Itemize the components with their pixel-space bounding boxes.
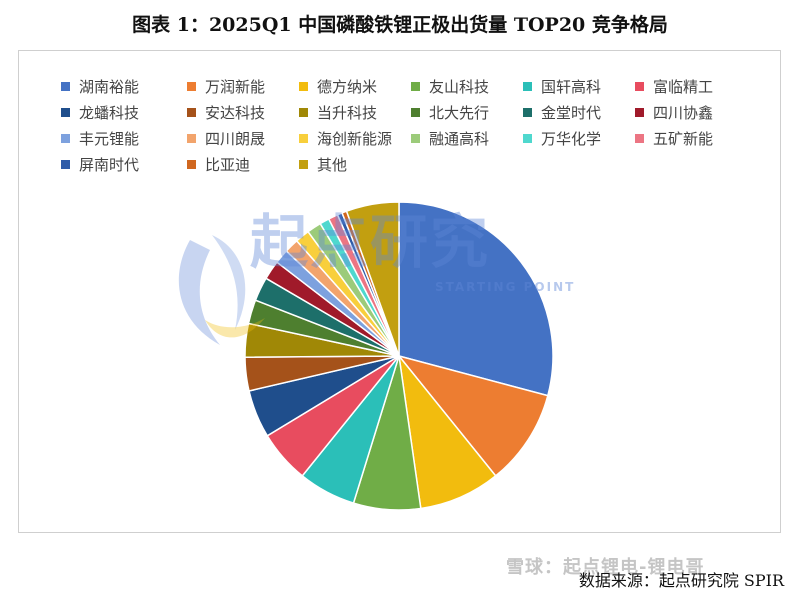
legend-label: 屏南时代 xyxy=(79,155,140,174)
legend-item: 万润新能 xyxy=(187,76,265,96)
legend-swatch xyxy=(635,107,644,117)
legend-item: 四川协鑫 xyxy=(635,102,713,122)
legend-item: 安达科技 xyxy=(187,102,265,122)
legend-swatch xyxy=(299,107,308,117)
legend-label: 龙蟠科技 xyxy=(79,103,140,122)
legend-swatch xyxy=(411,81,420,91)
pie-chart xyxy=(244,201,554,511)
legend-swatch xyxy=(61,159,70,169)
legend-label: 五矿新能 xyxy=(653,129,714,148)
legend-swatch xyxy=(299,133,308,143)
chart-title: 图表 1：2025Q1 中国磷酸铁锂正极出货量 TOP20 竞争格局 xyxy=(132,14,668,36)
legend-item: 融通高科 xyxy=(411,128,489,148)
legend-swatch xyxy=(411,133,420,143)
legend-label: 四川朗晟 xyxy=(205,129,266,148)
legend-item: 五矿新能 xyxy=(635,128,713,148)
legend-item: 当升科技 xyxy=(299,102,377,122)
legend-item: 海创新能源 xyxy=(299,128,392,148)
legend-item: 比亚迪 xyxy=(187,154,250,174)
legend-label: 德方纳米 xyxy=(317,77,378,96)
chart-legend: 湖南裕能 万润新能 德方纳米 友山科技 国轩高科 富临精工龙蟠科技 安达科技 当升科技 北大先行… xyxy=(61,73,761,183)
legend-item: 国轩高科 xyxy=(523,76,601,96)
legend-swatch xyxy=(187,107,196,117)
legend-item: 万华化学 xyxy=(523,128,601,148)
legend-swatch xyxy=(523,107,532,117)
legend-item: 湖南裕能 xyxy=(61,76,139,96)
legend-label: 万华化学 xyxy=(541,129,602,148)
legend-swatch xyxy=(187,159,196,169)
legend-label: 友山科技 xyxy=(429,77,490,96)
legend-swatch xyxy=(523,133,532,143)
pie-slice xyxy=(345,201,400,357)
legend-label: 四川协鑫 xyxy=(653,103,714,122)
legend-label: 万润新能 xyxy=(205,77,266,96)
pie-slice xyxy=(398,201,554,397)
legend-item: 四川朗晟 xyxy=(187,128,265,148)
legend-swatch xyxy=(61,107,70,117)
legend-swatch xyxy=(187,81,196,91)
legend-label: 金堂时代 xyxy=(541,103,602,122)
legend-label: 海创新能源 xyxy=(317,129,393,148)
data-source: 数据来源：起点研究院 SPIR xyxy=(578,571,784,590)
legend-swatch xyxy=(61,133,70,143)
chart-area: 湖南裕能 万润新能 德方纳米 友山科技 国轩高科 富临精工龙蟠科技 安达科技 当升科技 北大先行… xyxy=(18,50,781,533)
legend-swatch xyxy=(299,159,308,169)
legend-item: 金堂时代 xyxy=(523,102,601,122)
legend-label: 湖南裕能 xyxy=(79,77,140,96)
legend-label: 安达科技 xyxy=(205,103,266,122)
legend-label: 富临精工 xyxy=(653,77,714,96)
legend-swatch xyxy=(635,133,644,143)
legend-label: 北大先行 xyxy=(429,103,490,122)
legend-swatch xyxy=(411,107,420,117)
legend-label: 比亚迪 xyxy=(205,155,251,174)
legend-item: 龙蟠科技 xyxy=(61,102,139,122)
pie-slice xyxy=(396,354,549,477)
legend-swatch xyxy=(61,81,70,91)
legend-item: 其他 xyxy=(299,154,347,174)
legend-item: 屏南时代 xyxy=(61,154,139,174)
legend-item: 富临精工 xyxy=(635,76,713,96)
legend-swatch xyxy=(187,133,196,143)
legend-label: 当升科技 xyxy=(317,103,378,122)
legend-item: 德方纳米 xyxy=(299,76,377,96)
legend-label: 国轩高科 xyxy=(541,77,602,96)
legend-label: 融通高科 xyxy=(429,129,490,148)
xueqiu-watermark: 雪球：起点锂电-锂电哥 xyxy=(506,557,705,578)
legend-swatch xyxy=(523,81,532,91)
legend-item: 北大先行 xyxy=(411,102,489,122)
legend-swatch xyxy=(299,81,308,91)
legend-swatch xyxy=(635,81,644,91)
legend-item: 友山科技 xyxy=(411,76,489,96)
legend-label: 其他 xyxy=(317,155,348,174)
legend-item: 丰元锂能 xyxy=(61,128,139,148)
legend-label: 丰元锂能 xyxy=(79,129,140,148)
